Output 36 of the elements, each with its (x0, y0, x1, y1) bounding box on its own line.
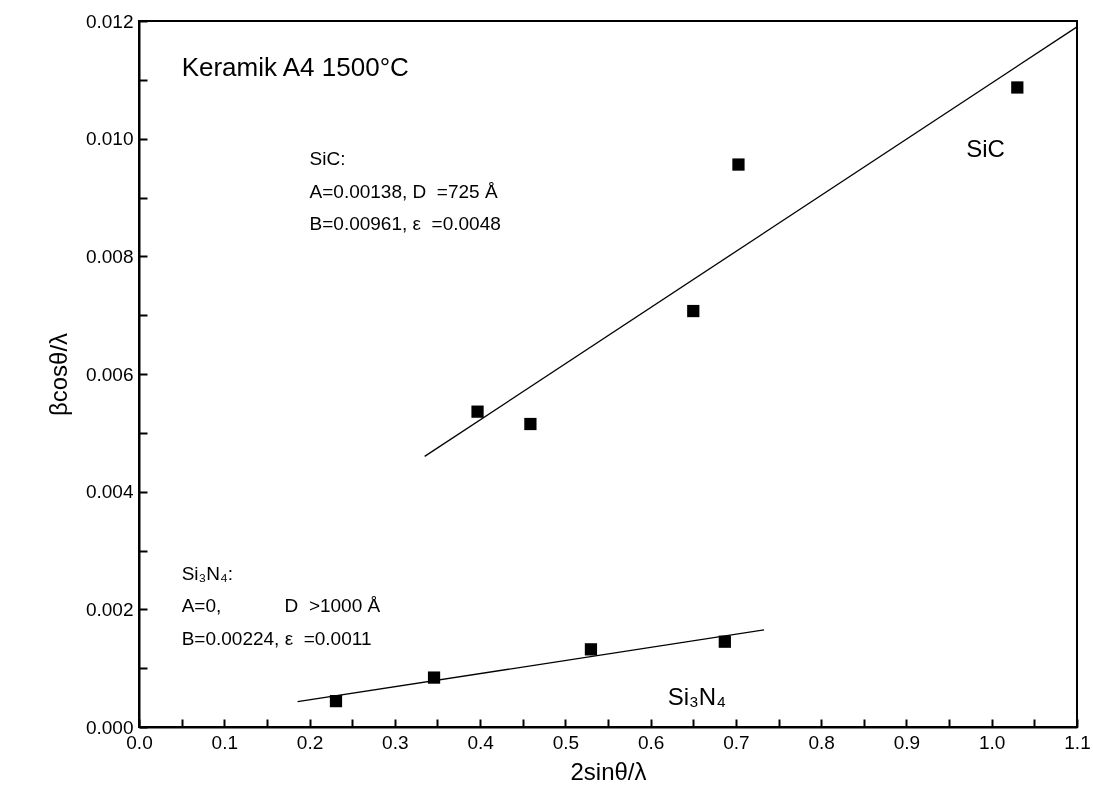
annotation: Si₃N₄: (181, 563, 234, 585)
annotation: B=0.00224, ε =0.0011 (181, 627, 372, 649)
x-tick-label: 0.6 (637, 731, 665, 753)
point (427, 671, 441, 684)
point (1011, 81, 1024, 94)
y-tick-label: 0.004 (85, 481, 134, 503)
annotation: B=0.00961, ε =0.0048 (309, 212, 501, 234)
y-tick-label: 0.010 (85, 128, 134, 150)
annotation: A=0, D >1000 Å (181, 595, 381, 617)
point (718, 635, 731, 648)
y-tick-label: 0.002 (85, 598, 134, 620)
x-tick-label: 1.1 (1064, 731, 1091, 753)
point (471, 405, 484, 418)
x-tick-label: 1.0 (979, 731, 1006, 753)
y-axis-title: βcosθ/λ (44, 332, 72, 417)
x-tick-label: 0.9 (893, 731, 921, 753)
annotation: A=0.00138, D =725 Å (309, 180, 498, 202)
x-tick-label: 0.7 (723, 731, 750, 753)
x-tick-label: 0.8 (808, 731, 835, 753)
annotation: SiC (966, 135, 1005, 163)
x-tick-label: 0.4 (467, 731, 495, 753)
y-tick-label: 0.006 (85, 363, 134, 385)
x-tick-label: 0.1 (211, 731, 238, 753)
y-tick-label: 0.012 (85, 10, 134, 32)
point (584, 643, 598, 656)
x-tick-label: 0.5 (552, 731, 580, 753)
annotation: Si₃N₄ (667, 682, 726, 710)
point (732, 158, 745, 171)
x-tick-label: 0.3 (382, 731, 409, 753)
annotation: Keramik A4 1500°C (181, 52, 409, 83)
y-tick-label: 0.008 (85, 245, 134, 267)
x-axis-title: 2sinθ/λ (570, 757, 647, 785)
point (687, 304, 700, 318)
point (524, 417, 537, 431)
x-tick-label: 0.2 (296, 731, 324, 753)
annotation: SiC: (309, 148, 346, 170)
